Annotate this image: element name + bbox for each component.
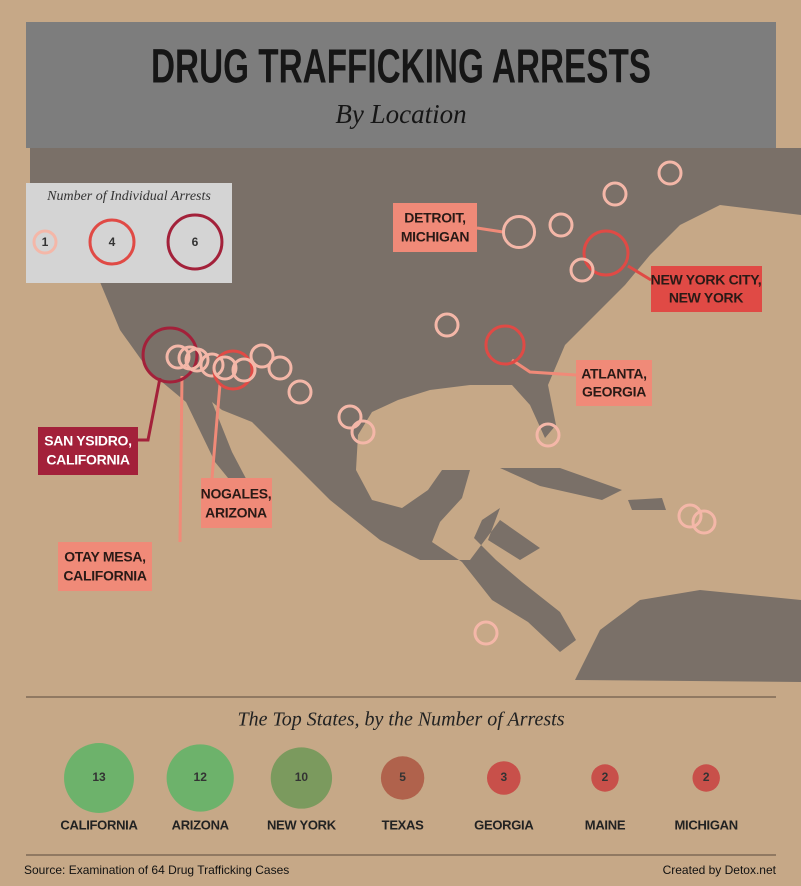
callout xyxy=(38,427,138,475)
connector xyxy=(138,377,162,442)
state-name: GEORGIA xyxy=(474,817,534,832)
state-value: 5 xyxy=(399,770,406,784)
state-circle xyxy=(692,764,720,792)
markers xyxy=(141,160,717,646)
callout-text: MICHIGAN xyxy=(401,229,470,245)
legend-label: 6 xyxy=(192,235,199,249)
connector xyxy=(476,226,504,234)
land xyxy=(575,590,801,682)
subtitle: By Location xyxy=(335,99,466,129)
state-circle xyxy=(380,756,425,800)
marker xyxy=(582,229,630,277)
callout-text: CALIFORNIA xyxy=(46,452,130,468)
marker xyxy=(350,419,376,445)
state-name: MAINE xyxy=(585,817,626,832)
legend-circle xyxy=(88,218,136,266)
callout-text: GEORGIA xyxy=(582,384,646,400)
state-name: MICHIGAN xyxy=(675,817,738,832)
legend-box xyxy=(26,183,232,283)
state-value: 2 xyxy=(703,770,710,784)
marker xyxy=(184,347,210,373)
legend-label: 1 xyxy=(42,235,49,249)
legend-circle xyxy=(166,213,224,271)
marker xyxy=(212,355,238,381)
marker xyxy=(434,312,460,338)
marker xyxy=(141,326,199,384)
callout xyxy=(201,478,272,528)
state-name: NEW YORK xyxy=(267,817,337,832)
marker xyxy=(691,509,717,535)
marker xyxy=(602,181,628,207)
marker xyxy=(249,343,275,369)
callout xyxy=(651,266,762,312)
callout-text: NEW YORK CITY, xyxy=(651,272,762,288)
callout-text: ATLANTA, xyxy=(581,366,647,382)
state-name: CALIFORNIA xyxy=(60,817,138,832)
callout xyxy=(58,542,152,591)
marker xyxy=(484,324,526,366)
callout-text: ARIZONA xyxy=(205,505,267,521)
connector xyxy=(178,375,184,543)
marker xyxy=(231,357,257,383)
marker xyxy=(199,352,225,378)
marker xyxy=(501,214,537,250)
legend-title: Number of Individual Arrests xyxy=(46,189,211,204)
section-title: The Top States, by the Number of Arrests xyxy=(237,709,564,731)
connector xyxy=(210,383,222,479)
callout-text: OTAY MESA, xyxy=(64,549,146,565)
marker xyxy=(548,212,574,238)
state-value: 2 xyxy=(602,770,609,784)
marker xyxy=(473,620,499,646)
credit: Created by Detox.net xyxy=(663,863,777,877)
callout-text: DETROIT, xyxy=(404,210,465,226)
callout-text: NOGALES, xyxy=(201,486,272,502)
connector xyxy=(627,264,652,282)
island xyxy=(500,468,666,510)
callout-text: CALIFORNIA xyxy=(63,568,147,584)
callout-text: NEW YORK xyxy=(669,290,744,306)
state-value: 10 xyxy=(295,770,309,784)
marker xyxy=(337,404,363,430)
callout-text: SAN YSIDRO, xyxy=(44,433,131,449)
state-circle xyxy=(166,744,234,812)
marker xyxy=(535,422,561,448)
states: 13 CALIFORNIA 12 ARIZONA 10 NEW YORK 5 TEXAS 3 GE… xyxy=(60,743,738,832)
legend-circle xyxy=(32,229,58,255)
title: DRUG TRAFFICKING ARRESTS xyxy=(151,41,651,94)
marker xyxy=(165,344,191,370)
legend-label: 4 xyxy=(109,235,116,249)
callout xyxy=(576,360,652,406)
callout xyxy=(393,203,477,252)
marker xyxy=(677,503,703,529)
connector xyxy=(511,358,577,377)
state-circle xyxy=(270,747,333,809)
state-value: 12 xyxy=(194,770,208,784)
marker xyxy=(287,379,313,405)
source: Source: Examination of 64 Drug Trafficki… xyxy=(24,863,289,877)
state-name: TEXAS xyxy=(382,817,424,832)
state-circle xyxy=(591,764,619,792)
marker xyxy=(267,355,293,381)
state-circle xyxy=(486,761,521,795)
state-value: 3 xyxy=(500,770,507,784)
header-box xyxy=(26,22,776,148)
marker xyxy=(569,257,595,283)
state-value: 13 xyxy=(92,770,106,784)
state-name: ARIZONA xyxy=(172,817,230,832)
marker xyxy=(657,160,683,186)
state-circle xyxy=(64,743,134,813)
